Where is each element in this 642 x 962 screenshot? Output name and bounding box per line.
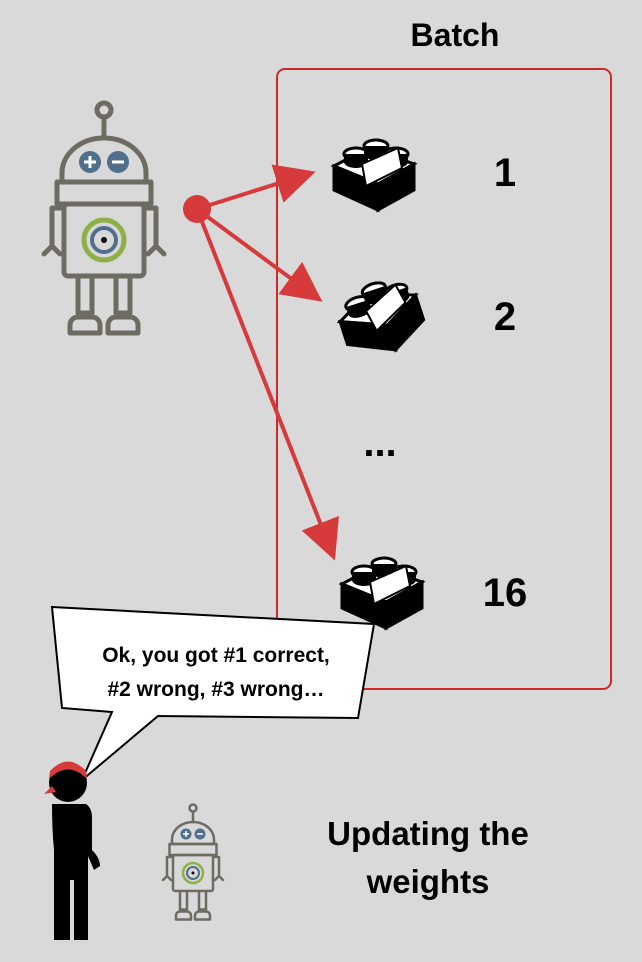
speech-line-1: Ok, you got #1 correct, bbox=[102, 644, 330, 667]
person-icon bbox=[44, 762, 100, 941]
caption-line-2: weights bbox=[366, 863, 490, 900]
batch-item-label: 1 bbox=[494, 151, 516, 195]
caption-line-1: Updating the bbox=[327, 815, 529, 852]
batch-frame bbox=[277, 69, 611, 689]
small-robot-icon bbox=[163, 805, 223, 920]
batch-ellipsis: ... bbox=[363, 421, 396, 465]
lego-brick-icon bbox=[342, 558, 422, 628]
robot-icon bbox=[44, 103, 164, 333]
lego-brick-icon bbox=[332, 272, 430, 363]
arrow-to-item-1 bbox=[197, 174, 308, 209]
lego-brick-icon bbox=[334, 140, 414, 210]
batch-item-label: 2 bbox=[494, 295, 516, 339]
speech-line-2: #2 wrong, #3 wrong… bbox=[107, 678, 324, 701]
batch-item-label: 16 bbox=[483, 571, 528, 615]
batch-title: Batch bbox=[411, 17, 500, 53]
